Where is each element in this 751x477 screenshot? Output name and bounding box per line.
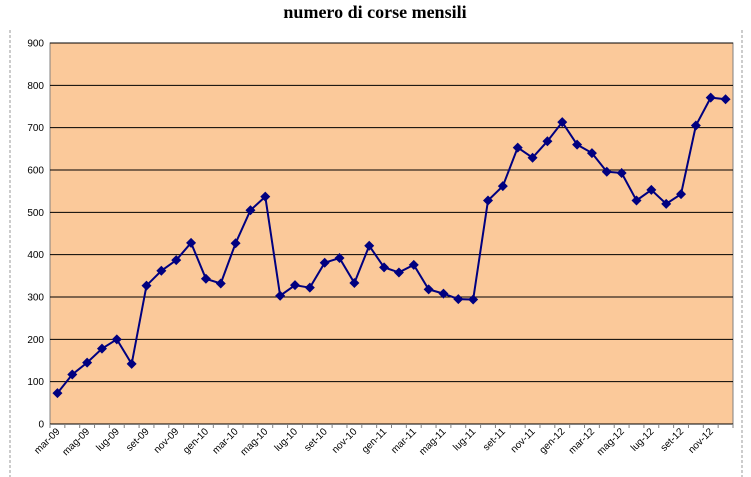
data-point — [349, 278, 360, 289]
data-point — [438, 288, 449, 299]
data-point — [705, 92, 716, 103]
data-point — [52, 388, 63, 399]
data-point — [379, 262, 390, 273]
x-tick-label: nov-09 — [152, 426, 182, 456]
x-tick-label: lug-09 — [94, 426, 122, 454]
x-tick-label: lug-10 — [273, 426, 301, 454]
plot-area — [49, 42, 734, 425]
data-point — [82, 357, 93, 368]
y-tick-label: 900 — [27, 39, 44, 50]
chart-title: numero di corse mensili — [283, 2, 466, 22]
x-tick-label: set-11 — [481, 426, 508, 453]
y-tick-label: 600 — [27, 166, 44, 177]
x-tick-label: mar-11 — [389, 426, 419, 456]
x-tick-label: set-10 — [302, 426, 330, 454]
data-point — [186, 237, 197, 248]
data-point — [111, 334, 122, 345]
y-tick-label: 800 — [27, 81, 44, 92]
data-point — [512, 142, 523, 153]
data-point — [141, 280, 152, 291]
x-tick-label: lug-11 — [451, 426, 478, 453]
data-point — [690, 120, 701, 131]
data-point — [542, 136, 553, 147]
y-tick-label: 300 — [27, 293, 44, 304]
data-point — [245, 205, 256, 216]
data-point — [676, 189, 687, 200]
data-point — [304, 282, 315, 293]
x-tick-label: nov-11 — [509, 426, 538, 455]
y-tick-label: 400 — [27, 250, 44, 261]
y-tick-label: 0 — [38, 420, 44, 431]
data-point — [483, 195, 494, 206]
data-point — [497, 181, 508, 192]
x-tick-label: lug-12 — [629, 426, 657, 454]
data-point — [334, 253, 345, 264]
data-point — [453, 294, 464, 305]
data-point — [527, 152, 538, 163]
x-tick-label: mag-10 — [239, 426, 271, 458]
x-tick-label: mag-12 — [595, 426, 627, 458]
x-tick-label: nov-12 — [686, 426, 716, 456]
x-tick-label: mar-12 — [567, 426, 597, 456]
data-point — [126, 358, 137, 369]
data-point — [289, 280, 300, 291]
data-point — [468, 294, 479, 305]
data-point — [423, 284, 434, 295]
data-point — [601, 166, 612, 177]
data-point — [408, 259, 419, 270]
y-tick-label: 700 — [27, 123, 44, 134]
data-point — [616, 167, 627, 178]
y-tick-label: 500 — [27, 208, 44, 219]
x-tick-label: gen-11 — [360, 426, 390, 456]
x-tick-label: mag-09 — [60, 426, 92, 458]
data-point — [171, 255, 182, 266]
data-point — [646, 184, 657, 195]
data-point — [572, 139, 583, 150]
x-tick-label: gen-10 — [181, 426, 211, 456]
x-tick-label: set-09 — [124, 426, 152, 454]
y-tick-label: 200 — [27, 335, 44, 346]
x-tick-label: nov-10 — [330, 426, 360, 456]
data-point — [275, 290, 286, 301]
data-point — [631, 195, 642, 206]
series-line — [56, 96, 726, 394]
data-point — [557, 117, 568, 128]
data-point — [215, 278, 226, 289]
data-point — [96, 343, 107, 354]
data-point — [156, 265, 167, 276]
x-tick-label: gen-12 — [538, 426, 568, 456]
x-tick-label: mar-09 — [32, 426, 62, 456]
data-point — [720, 94, 731, 105]
x-tick-label: mag-11 — [417, 426, 449, 458]
data-point — [319, 257, 330, 268]
data-point — [393, 267, 404, 278]
y-tick-label: 100 — [27, 377, 44, 388]
data-point — [364, 240, 375, 251]
x-tick-label: mar-10 — [211, 426, 241, 456]
data-point — [661, 198, 672, 209]
data-point — [230, 238, 241, 249]
data-point — [260, 191, 271, 202]
x-tick-label: set-12 — [659, 426, 687, 454]
data-point — [67, 369, 78, 380]
data-point — [586, 148, 597, 159]
data-point — [200, 273, 211, 284]
